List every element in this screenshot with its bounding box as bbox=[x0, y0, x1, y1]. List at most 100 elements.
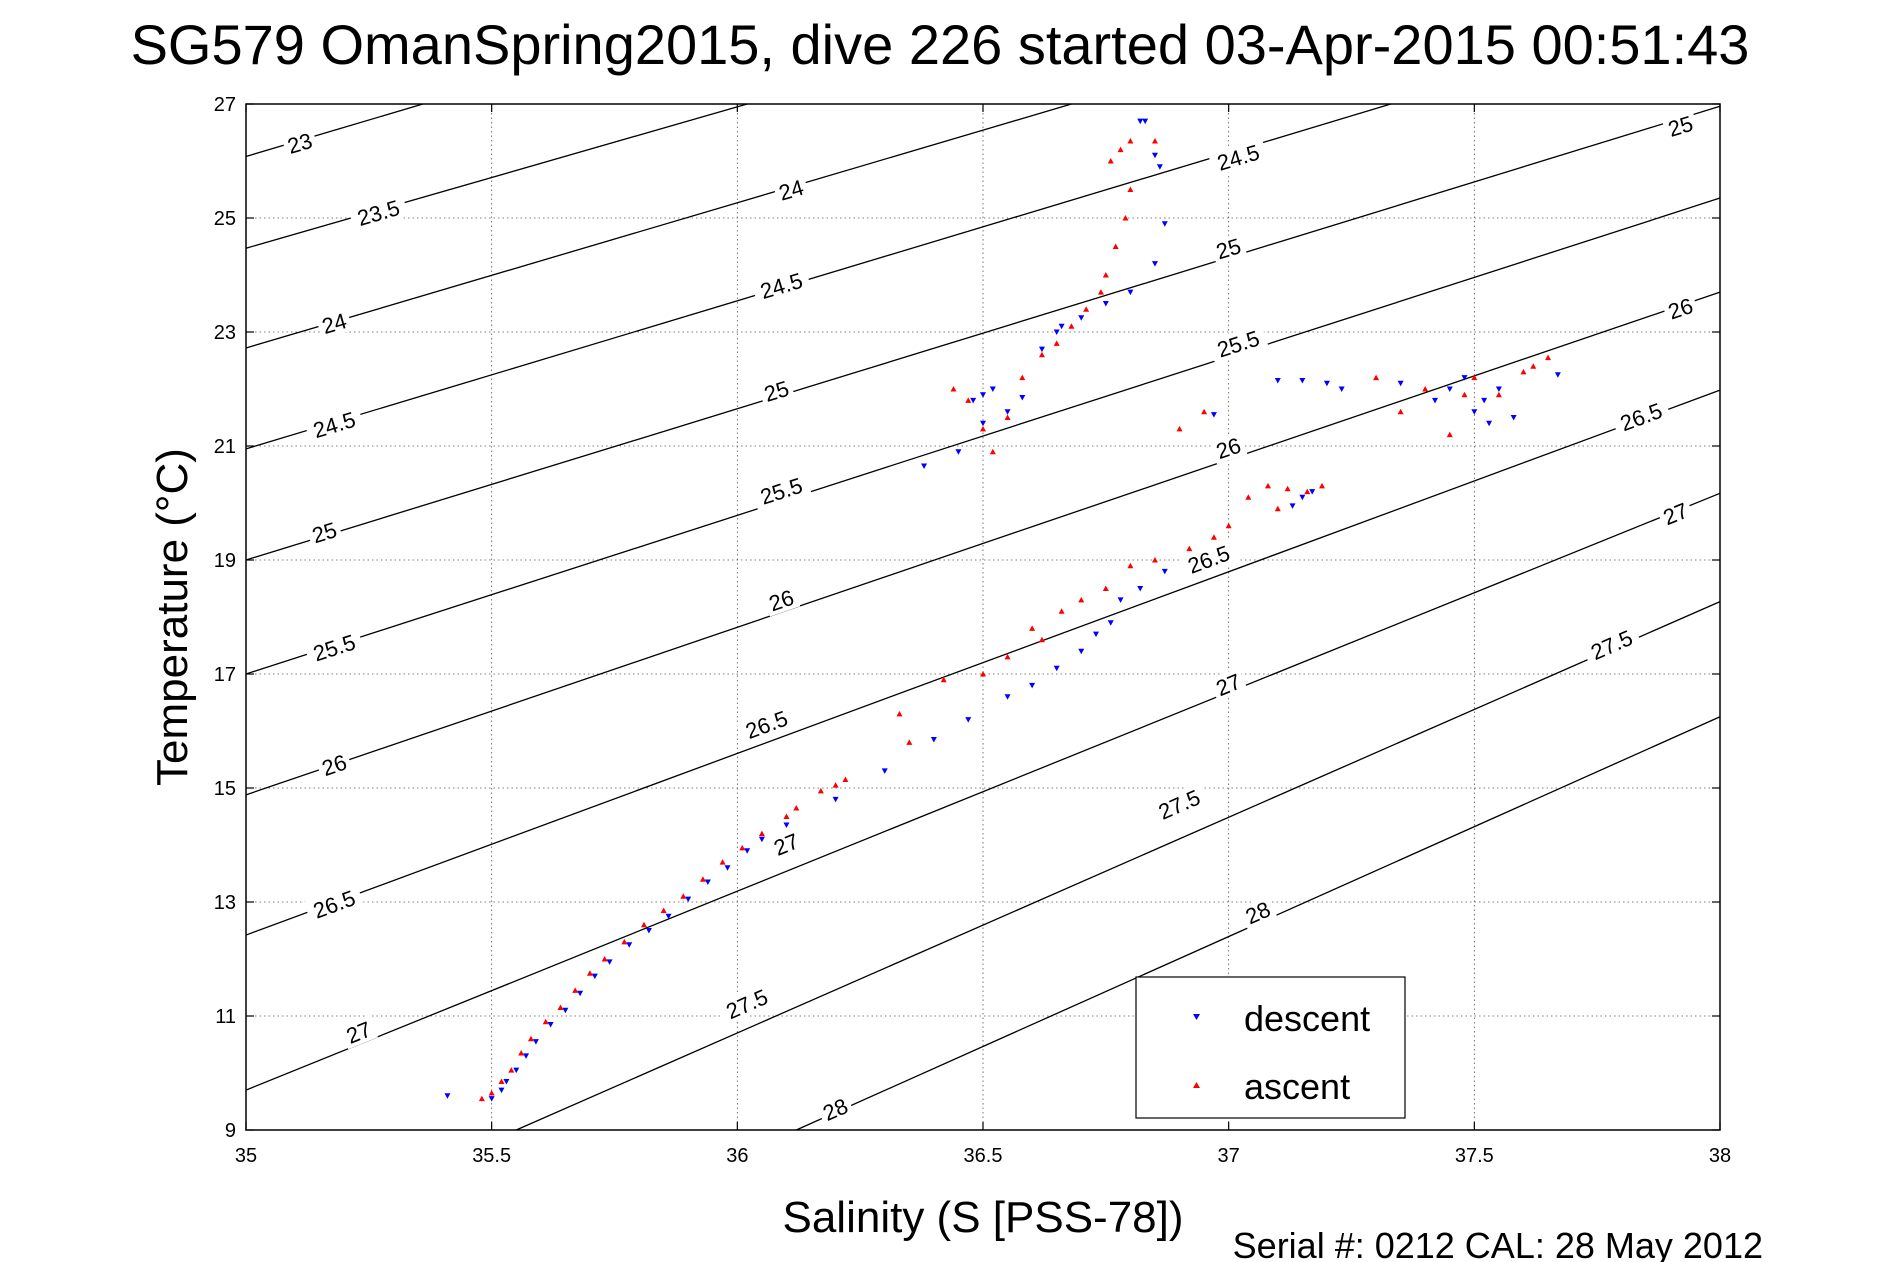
descent-point bbox=[1151, 152, 1158, 159]
ascent-point bbox=[1520, 368, 1527, 375]
descent-point bbox=[547, 1022, 554, 1028]
ascent-point bbox=[989, 448, 996, 455]
density-contour-label-bg bbox=[303, 882, 365, 925]
density-contour-label-group: 28 bbox=[1238, 894, 1278, 930]
chart-title: SG579 OmanSpring2015, dive 226 started 0… bbox=[131, 13, 1750, 76]
descent-point bbox=[1151, 261, 1158, 267]
ascent-point bbox=[1004, 653, 1011, 660]
legend-marker-ascent bbox=[1193, 1082, 1200, 1088]
y-tick-label: 11 bbox=[215, 1006, 236, 1028]
serial-cal-footer: Serial #: 0212 CAL: 28 May 2012 bbox=[1233, 1225, 1763, 1262]
ascent-point bbox=[1029, 625, 1036, 631]
density-contour-label-bg bbox=[303, 404, 365, 445]
density-contour-label-bg bbox=[281, 126, 319, 159]
ascent-point bbox=[1127, 138, 1134, 144]
descent-point bbox=[577, 990, 584, 997]
ascent-point bbox=[488, 1089, 495, 1096]
y-axis-label: Temperature (°C) bbox=[148, 448, 197, 786]
y-axis: 9 11 13 15 17 19 21 23 25 27 bbox=[214, 94, 1720, 1142]
density-contour-label-bg bbox=[766, 826, 806, 862]
descent-point bbox=[1299, 494, 1306, 501]
descent-point bbox=[1038, 346, 1045, 353]
descent-point bbox=[783, 822, 790, 829]
density-contour-label-bg bbox=[1661, 109, 1700, 143]
y-tick-label: 25 bbox=[214, 208, 236, 230]
descent-point bbox=[513, 1067, 520, 1074]
ascent-point bbox=[1530, 363, 1537, 369]
descent-point bbox=[832, 796, 839, 803]
descent-point bbox=[645, 928, 652, 934]
descent-point bbox=[1004, 694, 1011, 700]
descent-point bbox=[1299, 377, 1306, 384]
descent-point bbox=[1127, 289, 1134, 296]
descent-point bbox=[1102, 301, 1109, 307]
density-contour-label-bg bbox=[303, 627, 365, 668]
descent-point bbox=[955, 449, 962, 455]
ascent-point bbox=[1201, 408, 1208, 415]
density-contour-25.5 bbox=[245, 197, 1721, 675]
y-tick-label: 15 bbox=[214, 778, 236, 800]
descent-point bbox=[1461, 375, 1468, 381]
y-tick-label: 19 bbox=[214, 550, 236, 572]
ascent-point bbox=[980, 425, 986, 432]
density-contour-label-group: 24 bbox=[315, 307, 353, 340]
x-axis: 35 35.5 36 36.5 37 37.5 38 bbox=[235, 104, 1731, 1167]
x-tick-label: 35.5 bbox=[472, 1145, 511, 1167]
density-contour-label-bg bbox=[315, 307, 353, 340]
descent-point bbox=[970, 397, 977, 404]
density-contour-label-bg bbox=[736, 703, 797, 746]
ascent-point bbox=[1545, 354, 1552, 361]
descent-point bbox=[1274, 377, 1281, 384]
descent-point bbox=[532, 1039, 539, 1045]
x-tick-label: 36 bbox=[726, 1145, 748, 1167]
ascent-point bbox=[1117, 146, 1124, 153]
ascent-point bbox=[572, 987, 579, 993]
descent-point bbox=[1289, 503, 1296, 509]
descent-point bbox=[1486, 420, 1493, 427]
density-contour-23.5 bbox=[245, 103, 748, 249]
descent-point bbox=[1210, 412, 1217, 418]
ascent-point bbox=[508, 1067, 515, 1073]
descent-point bbox=[1338, 386, 1345, 392]
ascent-point bbox=[739, 844, 746, 851]
density-contours bbox=[245, 103, 1721, 1131]
ascent-point bbox=[1284, 485, 1291, 492]
descent-point bbox=[980, 392, 986, 398]
y-tick-label: 21 bbox=[214, 436, 236, 458]
ascent-point bbox=[1102, 585, 1109, 591]
descent-point bbox=[444, 1093, 451, 1099]
ascent-point bbox=[621, 938, 628, 945]
density-contour-label-bg bbox=[762, 583, 801, 617]
descent-point bbox=[1058, 323, 1065, 330]
density-contour-label-bg bbox=[1148, 781, 1210, 827]
descent-point bbox=[1432, 397, 1439, 404]
density-contour-27 bbox=[245, 492, 1721, 1091]
ascent-point bbox=[586, 970, 593, 976]
descent-point bbox=[989, 386, 996, 392]
x-tick-label: 38 bbox=[1709, 1145, 1731, 1167]
ascent-point bbox=[906, 739, 913, 745]
descent-point bbox=[758, 836, 765, 843]
descent-point bbox=[1117, 597, 1124, 603]
descent-point bbox=[1323, 380, 1330, 387]
descent-point bbox=[1029, 682, 1036, 689]
descent-point bbox=[1019, 395, 1026, 401]
y-tick-label: 23 bbox=[214, 322, 236, 344]
ascent-point bbox=[1097, 289, 1104, 295]
density-contour-24.5 bbox=[245, 103, 1391, 450]
ascent-point bbox=[1225, 522, 1232, 529]
ascent-point bbox=[1319, 482, 1326, 489]
ascent-point bbox=[660, 907, 667, 914]
x-tick-label: 37.5 bbox=[1455, 1145, 1494, 1167]
ascent-point bbox=[1151, 138, 1158, 144]
density-contour-label-bg bbox=[1208, 667, 1248, 702]
legend-label-ascent: ascent bbox=[1244, 1066, 1350, 1107]
ascent-point bbox=[1397, 408, 1404, 415]
descent-point bbox=[930, 737, 937, 743]
density-contour-label-bg bbox=[315, 748, 354, 782]
density-contour-label-group: 26 bbox=[315, 748, 354, 782]
descent-point bbox=[1481, 397, 1488, 404]
descent-point bbox=[881, 768, 888, 774]
density-contour-label-bg bbox=[772, 173, 810, 206]
